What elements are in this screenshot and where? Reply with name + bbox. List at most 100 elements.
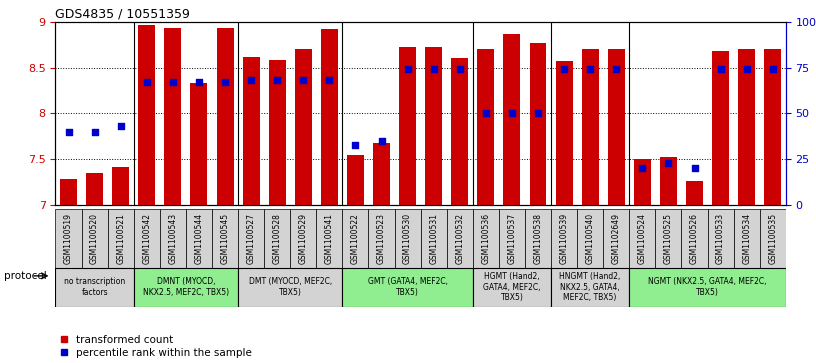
- Bar: [395, 209, 421, 268]
- Point: [401, 66, 415, 72]
- Bar: [425, 48, 442, 205]
- Bar: [60, 179, 77, 205]
- Point: [271, 78, 284, 83]
- Bar: [86, 173, 103, 205]
- Bar: [472, 268, 551, 307]
- Text: GDS4835 / 10551359: GDS4835 / 10551359: [55, 8, 190, 21]
- Bar: [373, 143, 390, 205]
- Text: protocol: protocol: [4, 271, 47, 281]
- Bar: [113, 167, 129, 205]
- Text: NGMT (NKX2.5, GATA4, MEF2C,
TBX5): NGMT (NKX2.5, GATA4, MEF2C, TBX5): [648, 277, 767, 297]
- Point: [323, 78, 336, 83]
- Point: [427, 66, 440, 72]
- Bar: [765, 49, 781, 205]
- Text: HGMT (Hand2,
GATA4, MEF2C,
TBX5): HGMT (Hand2, GATA4, MEF2C, TBX5): [483, 272, 541, 302]
- Point: [636, 166, 649, 171]
- Text: GSM1100539: GSM1100539: [560, 213, 569, 264]
- Bar: [451, 58, 468, 205]
- Text: GSM1100538: GSM1100538: [534, 213, 543, 264]
- Bar: [681, 209, 707, 268]
- Point: [505, 110, 518, 116]
- Bar: [551, 209, 577, 268]
- Bar: [242, 57, 259, 205]
- Bar: [629, 209, 655, 268]
- Text: GSM1100521: GSM1100521: [116, 213, 125, 264]
- Bar: [608, 49, 625, 205]
- Bar: [216, 28, 233, 205]
- Point: [531, 110, 544, 116]
- Bar: [55, 209, 82, 268]
- Bar: [399, 48, 416, 205]
- Point: [166, 79, 180, 85]
- Bar: [347, 155, 364, 205]
- Bar: [499, 209, 525, 268]
- Text: no transcription
factors: no transcription factors: [64, 277, 125, 297]
- Text: GSM1100530: GSM1100530: [403, 213, 412, 264]
- Bar: [629, 268, 786, 307]
- Point: [245, 78, 258, 83]
- Text: GSM1100536: GSM1100536: [481, 213, 490, 264]
- Bar: [477, 49, 494, 205]
- Text: GSM1100535: GSM1100535: [769, 213, 778, 264]
- Text: GSM1102649: GSM1102649: [612, 213, 621, 264]
- Text: GSM1100541: GSM1100541: [325, 213, 334, 264]
- Bar: [164, 28, 181, 205]
- Point: [740, 66, 753, 72]
- Point: [766, 66, 779, 72]
- Text: HNGMT (Hand2,
NKX2.5, GATA4,
MEF2C, TBX5): HNGMT (Hand2, NKX2.5, GATA4, MEF2C, TBX5…: [560, 272, 621, 302]
- Text: GSM1100526: GSM1100526: [690, 213, 699, 264]
- Bar: [160, 209, 186, 268]
- Text: DMNT (MYOCD,
NKX2.5, MEF2C, TBX5): DMNT (MYOCD, NKX2.5, MEF2C, TBX5): [143, 277, 229, 297]
- Bar: [82, 209, 108, 268]
- Bar: [655, 209, 681, 268]
- Bar: [190, 83, 207, 205]
- Text: GSM1100528: GSM1100528: [273, 213, 282, 264]
- Bar: [238, 209, 264, 268]
- Bar: [556, 61, 573, 205]
- Bar: [712, 51, 729, 205]
- Bar: [760, 209, 786, 268]
- Point: [62, 129, 75, 135]
- Text: GSM1100537: GSM1100537: [508, 213, 517, 264]
- Point: [375, 138, 388, 144]
- Text: GSM1100540: GSM1100540: [586, 213, 595, 264]
- Point: [193, 79, 206, 85]
- Point: [610, 66, 623, 72]
- Bar: [134, 268, 238, 307]
- Bar: [321, 29, 338, 205]
- Bar: [446, 209, 472, 268]
- Point: [662, 160, 675, 166]
- Bar: [707, 209, 734, 268]
- Bar: [317, 209, 343, 268]
- Text: GSM1100543: GSM1100543: [168, 213, 177, 264]
- Bar: [577, 209, 603, 268]
- Point: [453, 66, 466, 72]
- Text: DMT (MYOCD, MEF2C,
TBX5): DMT (MYOCD, MEF2C, TBX5): [249, 277, 332, 297]
- Bar: [503, 34, 521, 205]
- Point: [688, 166, 701, 171]
- Point: [583, 66, 596, 72]
- Legend: transformed count, percentile rank within the sample: transformed count, percentile rank withi…: [60, 335, 252, 358]
- Text: GSM1100523: GSM1100523: [377, 213, 386, 264]
- Text: GSM1100533: GSM1100533: [716, 213, 725, 264]
- Point: [479, 110, 492, 116]
- Bar: [603, 209, 629, 268]
- Bar: [369, 209, 395, 268]
- Point: [219, 79, 232, 85]
- Bar: [734, 209, 760, 268]
- Bar: [264, 209, 290, 268]
- Point: [88, 129, 101, 135]
- Text: GSM1100544: GSM1100544: [194, 213, 203, 264]
- Bar: [551, 268, 629, 307]
- Point: [297, 78, 310, 83]
- Text: GSM1100524: GSM1100524: [638, 213, 647, 264]
- Text: GSM1100529: GSM1100529: [299, 213, 308, 264]
- Text: GSM1100531: GSM1100531: [429, 213, 438, 264]
- Bar: [295, 49, 312, 205]
- Bar: [238, 268, 343, 307]
- Text: GMT (GATA4, MEF2C,
TBX5): GMT (GATA4, MEF2C, TBX5): [367, 277, 448, 297]
- Bar: [138, 25, 155, 205]
- Point: [140, 79, 153, 85]
- Bar: [343, 209, 369, 268]
- Text: GSM1100527: GSM1100527: [246, 213, 255, 264]
